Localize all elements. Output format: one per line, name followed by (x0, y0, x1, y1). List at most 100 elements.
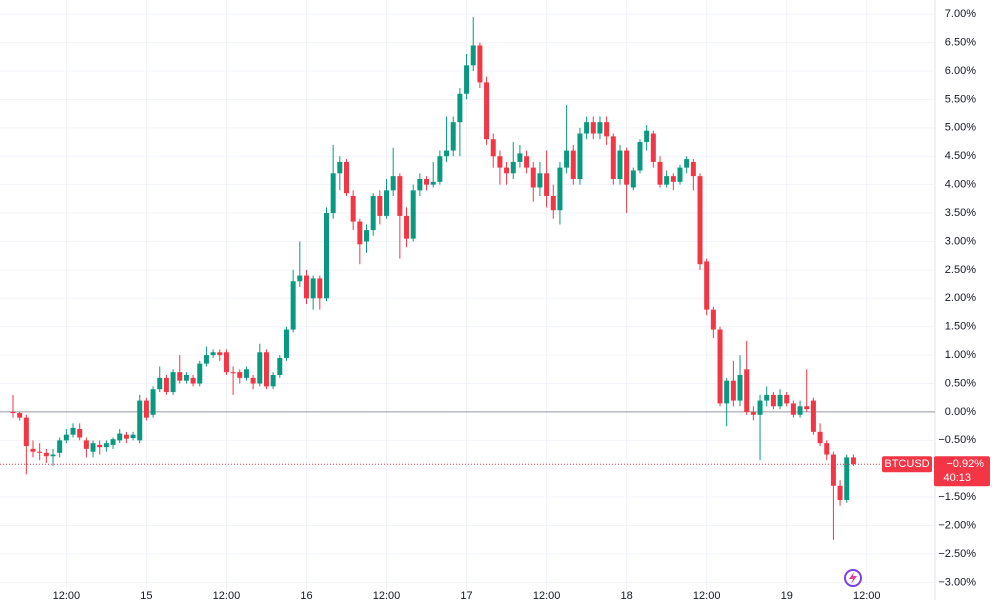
candle-body (270, 375, 276, 387)
candle-body (317, 278, 323, 299)
countdown-label: 40:13 (943, 472, 971, 484)
candle-body (377, 196, 383, 216)
candle-body (17, 413, 23, 418)
x-tick-label: 18 (621, 590, 633, 600)
y-tick-label: −0.50% (938, 434, 976, 446)
candle-body (430, 181, 436, 185)
candle-body (444, 150, 450, 157)
candle-body (657, 161, 663, 185)
candle-body (737, 375, 743, 401)
candle-body (163, 377, 169, 393)
candle-body (237, 372, 243, 378)
candle-body (750, 411, 756, 415)
candle-body (424, 178, 430, 185)
y-tick-label: 5.00% (945, 122, 976, 134)
candle-body (43, 452, 49, 457)
candle-body (323, 213, 329, 299)
candle-body (584, 122, 590, 134)
candle-body (570, 150, 576, 179)
x-tick-label: 15 (140, 590, 152, 600)
candle-body (10, 411, 16, 414)
candle-body (357, 221, 363, 245)
candle-body (510, 161, 516, 174)
candle-body (724, 380, 730, 404)
candle-body (110, 439, 116, 445)
candle-body (230, 372, 236, 374)
y-tick-label: −2.50% (938, 548, 976, 560)
candle-body (390, 176, 396, 191)
candle-body (150, 389, 156, 415)
candle-body (684, 159, 690, 168)
candle-body (223, 352, 229, 373)
candle-body (730, 380, 736, 401)
candle-body (804, 406, 810, 410)
candle-body (397, 176, 403, 216)
candle-body (123, 434, 129, 439)
candle-body (817, 431, 823, 444)
y-tick-label: 0.00% (945, 406, 976, 418)
candle-body (157, 377, 163, 390)
candle-body (590, 122, 596, 134)
candle-body (210, 352, 216, 356)
candle-body (824, 443, 830, 455)
candle-body (257, 352, 263, 384)
candle-body (117, 433, 123, 441)
candle-body (177, 372, 183, 381)
x-tick-label: 12:00 (213, 590, 241, 600)
candle-body (837, 485, 843, 500)
candle-body (564, 150, 570, 168)
y-tick-label: 4.50% (945, 150, 976, 162)
candle-body (577, 133, 583, 179)
candle-body (810, 400, 816, 432)
y-tick-label: 3.00% (945, 235, 976, 247)
candle-body (450, 122, 456, 151)
candle-body (277, 357, 283, 375)
candle-body (637, 142, 643, 171)
candle-body (477, 45, 483, 83)
candle-body (90, 443, 96, 452)
candle-body (404, 215, 410, 239)
y-tick-label: −2.00% (938, 519, 976, 531)
candle-body (497, 156, 503, 168)
candle-body (850, 457, 856, 465)
x-tick-label: 17 (460, 590, 472, 600)
candle-body (624, 150, 630, 185)
candle-body (97, 444, 103, 448)
y-tick-label: −1.50% (938, 491, 976, 503)
symbol-label: BTCUSD (884, 458, 929, 470)
candle-body (557, 167, 563, 211)
y-tick-label: 6.50% (945, 37, 976, 49)
candle-body (504, 167, 510, 174)
x-tick-label: 12:00 (373, 590, 401, 600)
candle-body (437, 156, 443, 182)
candle-body (650, 133, 656, 162)
candle-body (764, 394, 770, 401)
candle-body (617, 150, 623, 179)
watermark-logo (844, 569, 862, 587)
candle-body (137, 400, 143, 441)
candle-body (710, 309, 716, 330)
y-tick-label: 2.00% (945, 292, 976, 304)
y-tick-label: 7.00% (945, 8, 976, 20)
x-tick-label: 12:00 (53, 590, 81, 600)
y-tick-label: −3.00% (938, 576, 976, 588)
candle-body (37, 451, 43, 453)
candle-body (544, 173, 550, 197)
candle-body (384, 190, 390, 216)
x-tick-label: 12:00 (693, 590, 721, 600)
y-tick-label: 5.50% (945, 93, 976, 105)
candle-body (70, 427, 76, 435)
symbol-badge (882, 456, 932, 473)
candle-body (797, 406, 803, 415)
candle-body (484, 82, 490, 140)
candle-body (197, 363, 203, 384)
candle-body (830, 454, 836, 486)
candle-body (604, 122, 610, 137)
candle-body (677, 167, 683, 182)
candle-body (217, 352, 223, 356)
candle-body (63, 434, 69, 441)
candle-body (243, 369, 249, 378)
candle-body (23, 417, 29, 447)
